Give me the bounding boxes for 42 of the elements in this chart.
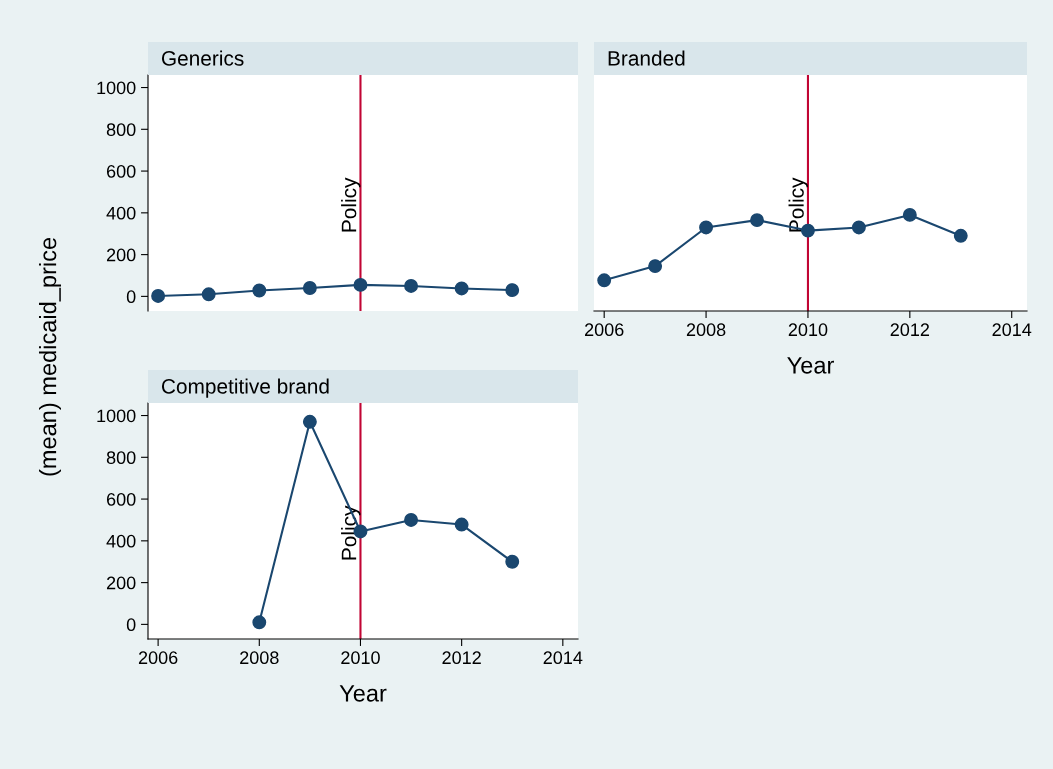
y-axis-title: (mean) medicaid_price: [39, 237, 62, 476]
y-tick-label: 0: [126, 618, 136, 632]
y-tick-label: 600: [106, 493, 136, 506]
point: [302, 414, 317, 429]
y-tick-label: 0: [126, 290, 136, 304]
y-tick-label: 400: [106, 206, 136, 220]
point: [252, 615, 267, 630]
ref-line-label: Policy: [341, 177, 361, 232]
point: [953, 228, 968, 243]
point: [750, 213, 764, 228]
point: [699, 220, 714, 235]
x-tick-label: 2014: [992, 323, 1032, 337]
x-tick-label: 2010: [788, 323, 828, 337]
x-tick-label: 2010: [341, 651, 380, 665]
ref-line-label: Policy: [788, 177, 808, 232]
chart-title: Competitive brand: [161, 378, 329, 398]
x-axis-title: Year: [787, 357, 834, 374]
point: [505, 554, 520, 569]
y-tick-label: 400: [106, 534, 136, 548]
y-tick-label: 200: [106, 248, 136, 262]
x-tick-label: 2008: [686, 323, 726, 337]
x-axis-title: Year: [339, 685, 387, 702]
x-tick-label: 2012: [442, 651, 481, 665]
y-tick-label: 800: [106, 123, 136, 137]
y-tick-label: 200: [106, 576, 136, 590]
point: [404, 513, 419, 527]
y-tick-label: 1000: [97, 81, 136, 95]
y-tick-label: 600: [106, 165, 136, 178]
chart-title: Generics: [161, 50, 244, 66]
x-tick-label: 2012: [890, 323, 930, 337]
x-tick-label: 2006: [138, 651, 178, 665]
x-tick-label: 2014: [543, 651, 583, 665]
point: [597, 273, 612, 288]
x-tick-label: 2008: [240, 651, 279, 665]
y-tick-label: 1000: [97, 409, 136, 423]
point: [648, 259, 663, 274]
x-tick-label: 2006: [585, 323, 624, 337]
point: [454, 517, 469, 532]
point: [851, 220, 866, 235]
y-tick-label: 800: [106, 451, 136, 465]
point: [902, 207, 917, 222]
chart-title: Branded: [608, 50, 685, 66]
